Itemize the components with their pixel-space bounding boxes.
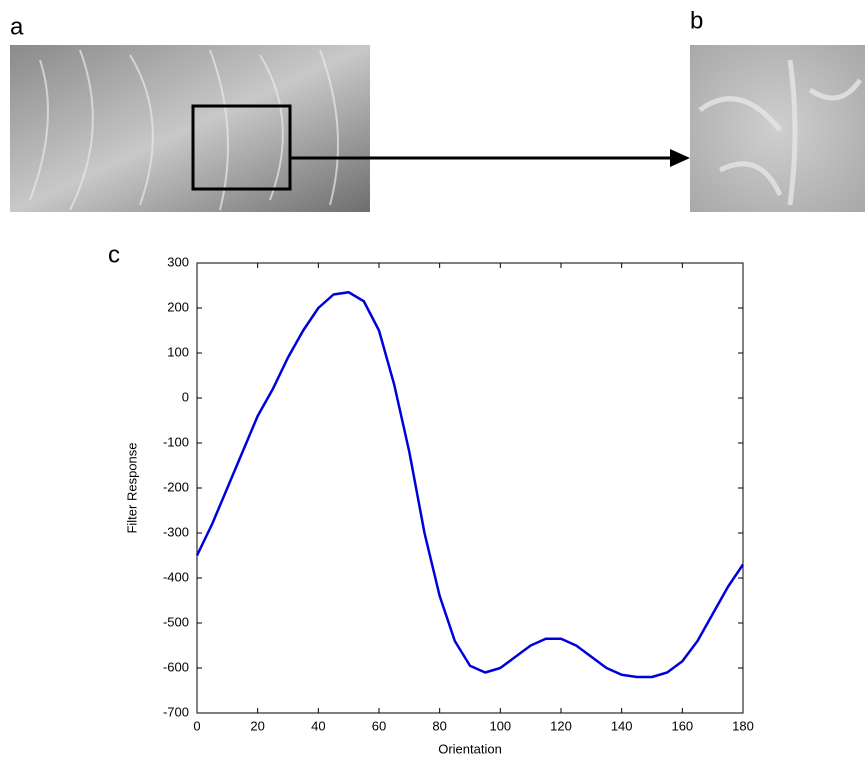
arrow <box>290 149 690 167</box>
x-tick-label: 180 <box>732 718 754 733</box>
x-tick-label: 140 <box>611 718 633 733</box>
y-tick-label: 0 <box>182 389 189 404</box>
panel-label: c <box>108 241 120 268</box>
x-tick-label: 80 <box>432 718 446 733</box>
x-axis-label: Orientation <box>438 741 502 756</box>
y-tick-label: 200 <box>167 299 189 314</box>
y-axis-label: Filter Response <box>124 442 139 533</box>
image-b <box>690 45 865 212</box>
x-tick-label: 120 <box>550 718 572 733</box>
y-tick-label: -600 <box>163 659 189 674</box>
data-line <box>195 291 745 679</box>
x-tick-label: 160 <box>671 718 693 733</box>
y-tick-label: -200 <box>163 479 189 494</box>
plot-frame <box>196 262 744 714</box>
y-tick-label: -500 <box>163 614 189 629</box>
y-tick-label: 100 <box>167 344 189 359</box>
y-tick-label: -100 <box>163 434 189 449</box>
x-tick-label: 100 <box>489 718 511 733</box>
y-tick-label: 300 <box>167 254 189 269</box>
x-tick-label: 40 <box>311 718 325 733</box>
y-tick-label: -300 <box>163 524 189 539</box>
panel-label: a <box>10 13 24 40</box>
y-tick-label: -400 <box>163 569 189 584</box>
image-a <box>10 45 370 212</box>
x-tick-label: 20 <box>250 718 264 733</box>
x-tick-label: 60 <box>372 718 386 733</box>
x-tick-label: 0 <box>193 718 200 733</box>
panel-label: b <box>690 7 703 34</box>
y-tick-label: -700 <box>163 704 189 719</box>
